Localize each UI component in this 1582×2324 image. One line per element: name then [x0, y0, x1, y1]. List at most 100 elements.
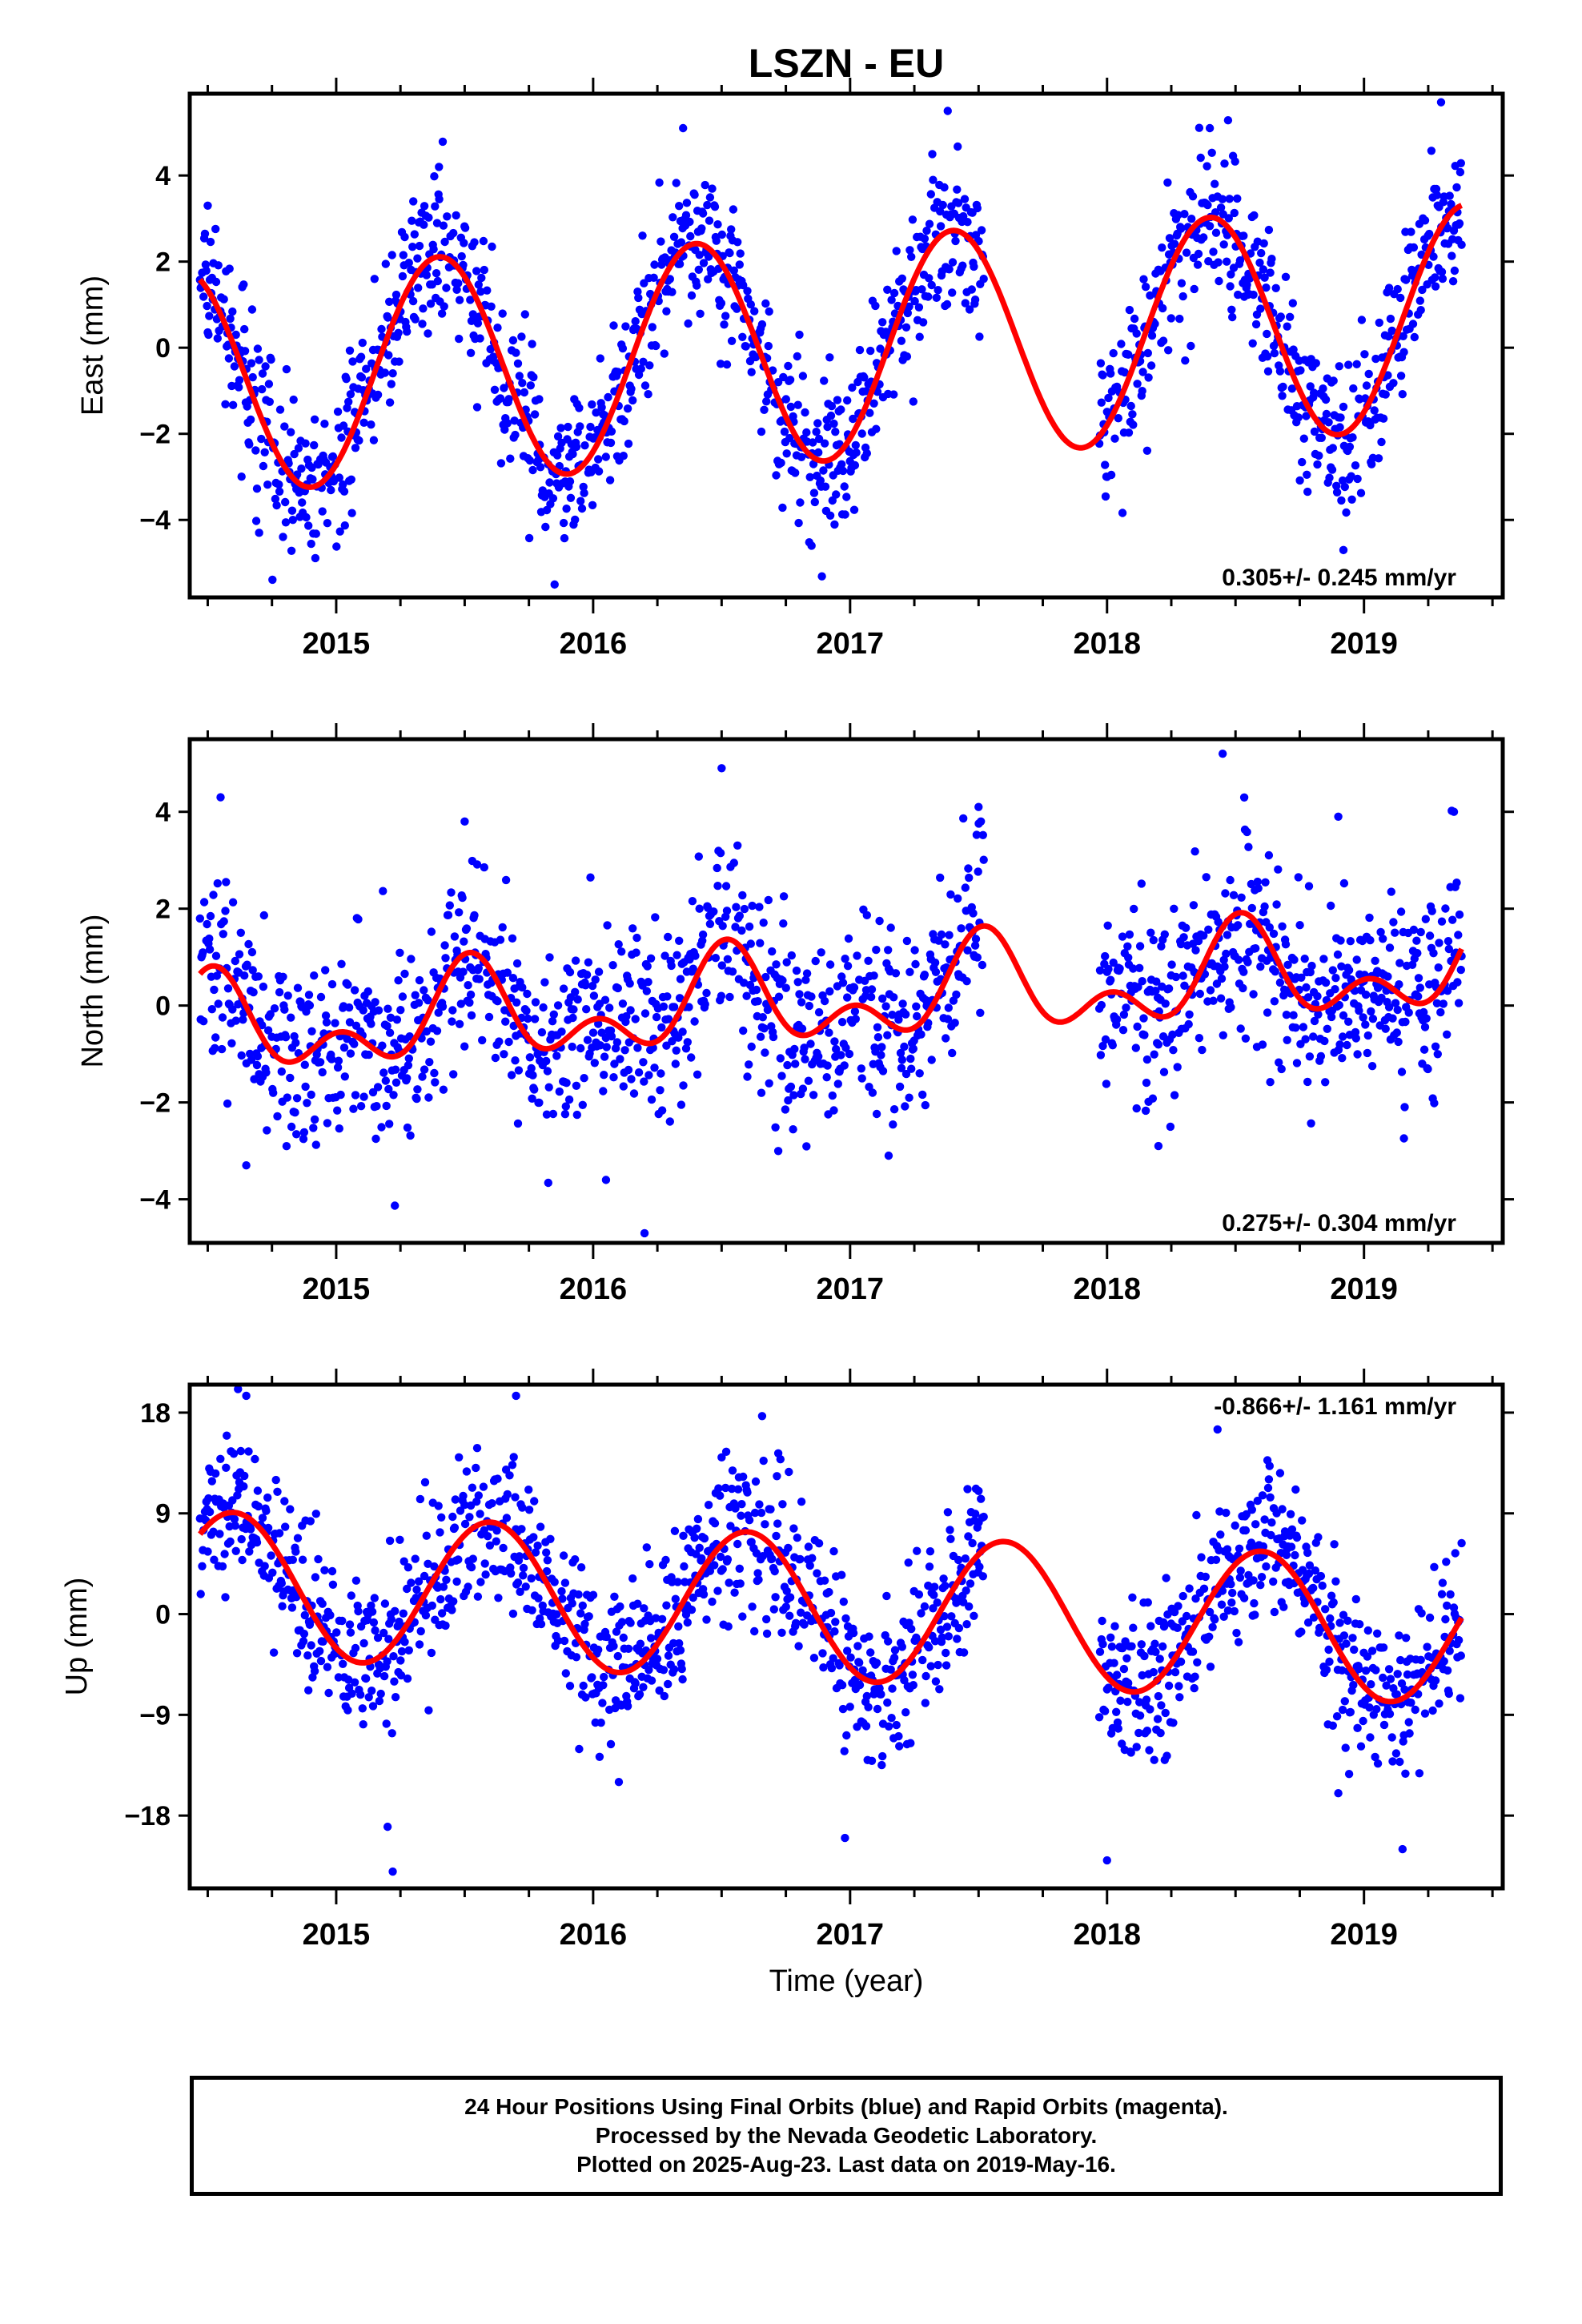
data-point: [786, 1082, 796, 1092]
data-point: [1233, 194, 1242, 203]
data-point: [1097, 1000, 1106, 1010]
data-point: [403, 1674, 412, 1683]
data-point: [1393, 1670, 1402, 1679]
data-point: [323, 1119, 332, 1128]
data-point: [384, 1634, 393, 1643]
data-point: [1151, 1647, 1160, 1656]
data-point: [578, 1100, 587, 1110]
data-point: [716, 849, 725, 858]
data-point: [667, 961, 676, 971]
data-point: [713, 863, 721, 873]
data-point: [391, 290, 401, 300]
data-point: [967, 285, 977, 294]
data-point: [351, 1091, 360, 1100]
data-point: [1384, 1665, 1394, 1674]
data-point: [485, 1541, 495, 1550]
data-point: [659, 1002, 669, 1011]
data-point: [308, 475, 317, 484]
data-point: [802, 1142, 811, 1151]
data-point: [905, 246, 914, 255]
data-point: [1439, 1657, 1448, 1666]
data-point: [1286, 312, 1295, 321]
data-point: [866, 992, 876, 1002]
data-point: [220, 1550, 229, 1558]
data-point: [906, 1739, 915, 1747]
data-point: [644, 1071, 653, 1080]
data-point: [1227, 1598, 1236, 1607]
data-point: [1305, 1561, 1315, 1570]
data-point: [236, 1446, 245, 1456]
data-point: [221, 907, 230, 915]
data-point: [210, 1555, 219, 1564]
data-point: [1170, 1667, 1180, 1677]
data-point: [421, 1610, 431, 1620]
data-point: [884, 1637, 893, 1646]
data-point: [1122, 1654, 1131, 1663]
data-point: [897, 336, 906, 345]
data-point: [820, 996, 829, 1006]
data-point: [782, 449, 791, 458]
data-point: [1275, 1469, 1285, 1478]
data-point: [889, 288, 899, 298]
data-point: [396, 1535, 404, 1545]
data-point: [1370, 406, 1379, 415]
data-point: [1135, 1711, 1145, 1720]
data-point: [223, 1099, 232, 1108]
data-point: [328, 452, 338, 461]
data-point: [535, 395, 544, 404]
data-point: [754, 1575, 763, 1584]
data-point: [549, 1010, 558, 1019]
data-point: [1191, 1594, 1200, 1603]
data-point: [931, 1677, 941, 1686]
data-point: [529, 1533, 538, 1542]
data-point: [222, 878, 231, 887]
data-point: [1129, 420, 1138, 429]
data-point: [584, 958, 593, 967]
data-point: [1165, 234, 1174, 243]
data-point: [765, 307, 773, 316]
data-point: [618, 999, 628, 1008]
data-point: [642, 1543, 651, 1552]
data-point: [449, 1070, 458, 1079]
data-point: [1174, 1602, 1182, 1610]
data-point: [728, 967, 737, 976]
data-point: [221, 400, 230, 408]
data-point: [606, 1739, 616, 1749]
data-point: [1234, 921, 1243, 930]
data-point: [1310, 1016, 1319, 1026]
data-point: [657, 1614, 667, 1624]
data-point: [407, 1578, 416, 1587]
data-point: [908, 1671, 917, 1679]
data-point: [757, 1508, 766, 1518]
data-point: [940, 183, 949, 192]
data-point: [1137, 879, 1146, 888]
data-point: [1164, 984, 1174, 993]
data-point: [528, 340, 536, 348]
data-point: [1435, 1699, 1443, 1708]
data-point: [1255, 258, 1264, 267]
data-point: [1133, 380, 1142, 388]
data-point: [1394, 1037, 1403, 1047]
data-point: [644, 1666, 653, 1675]
data-point: [271, 1475, 280, 1485]
data-point: [258, 369, 267, 378]
data-point: [1343, 1040, 1351, 1050]
data-point: [826, 1608, 836, 1618]
data-point: [367, 1687, 376, 1695]
data-point: [1306, 382, 1315, 391]
data-point: [1367, 1062, 1377, 1071]
data-point: [1371, 1666, 1380, 1675]
data-point: [1118, 1643, 1127, 1653]
data-point: [802, 428, 811, 437]
data-point: [560, 1578, 570, 1587]
data-point: [873, 1033, 883, 1042]
data-point: [195, 914, 204, 923]
data-point: [1225, 195, 1234, 203]
data-point: [1272, 900, 1281, 909]
data-point: [287, 506, 297, 515]
data-point: [1335, 1000, 1344, 1010]
data-point: [781, 1602, 790, 1611]
data-point: [1112, 1707, 1121, 1716]
data-point: [898, 999, 907, 1008]
data-point: [665, 1117, 674, 1126]
